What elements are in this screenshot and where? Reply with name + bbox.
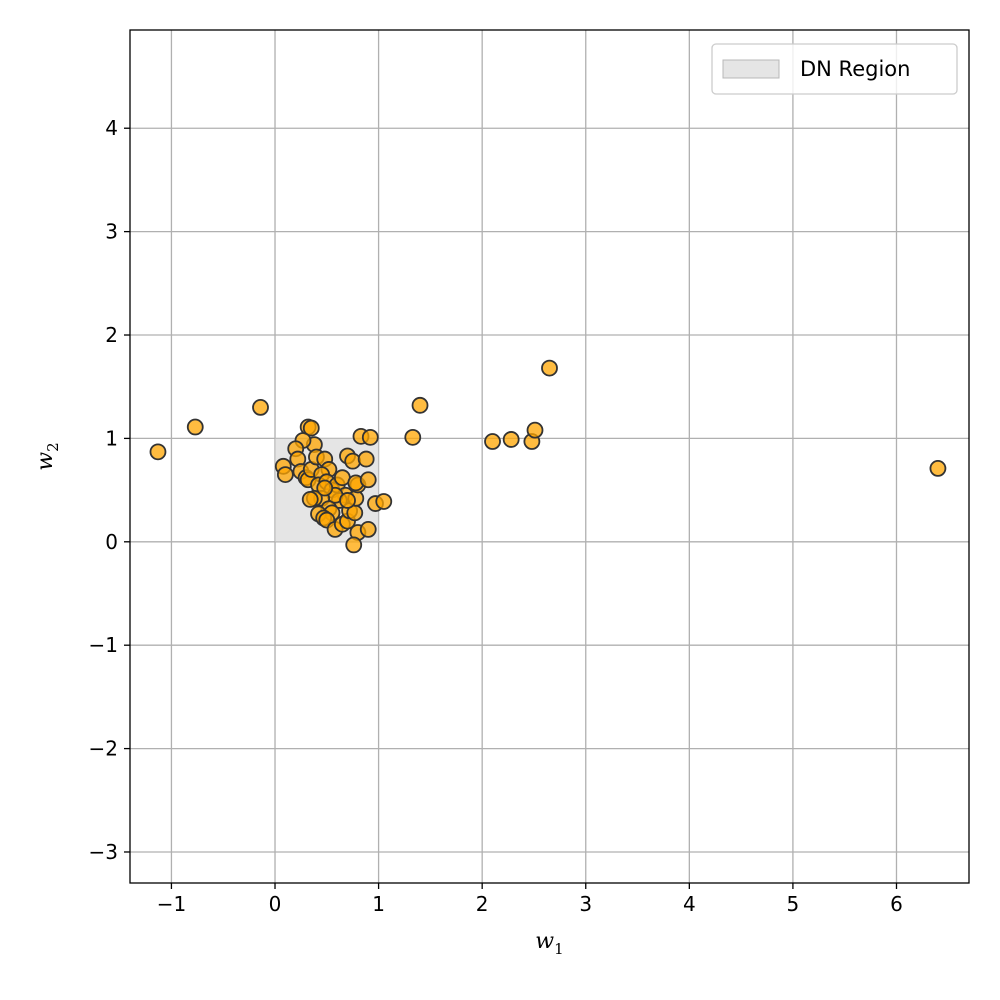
x-tick-label: −1 bbox=[157, 892, 186, 916]
data-point bbox=[346, 537, 361, 552]
legend-label-dn-region: DN Region bbox=[800, 57, 910, 81]
data-point bbox=[150, 444, 165, 459]
y-axis-label-main: w bbox=[33, 452, 58, 471]
y-tick-label: −2 bbox=[89, 737, 118, 761]
data-point bbox=[188, 420, 203, 435]
y-tick-label: 0 bbox=[105, 530, 118, 554]
data-point bbox=[504, 432, 519, 447]
data-point bbox=[317, 481, 332, 496]
x-tick-label: 4 bbox=[683, 892, 696, 916]
data-point bbox=[345, 454, 360, 469]
data-point bbox=[361, 472, 376, 487]
data-point bbox=[527, 423, 542, 438]
data-point bbox=[361, 522, 376, 537]
data-point bbox=[340, 493, 355, 508]
y-tick-label: 1 bbox=[105, 426, 118, 450]
data-point bbox=[253, 400, 268, 415]
y-tick-label: 2 bbox=[105, 323, 118, 347]
y-tick-label: 3 bbox=[105, 220, 118, 244]
y-tick-label: −1 bbox=[89, 633, 118, 657]
x-tick-label: 2 bbox=[476, 892, 489, 916]
legend-swatch-dn-region bbox=[723, 60, 779, 78]
x-axis-label-subscript: 1 bbox=[554, 940, 564, 958]
x-tick-label: 0 bbox=[269, 892, 282, 916]
data-point bbox=[278, 467, 293, 482]
y-tick-label: 4 bbox=[105, 116, 118, 140]
x-tick-label: 6 bbox=[890, 892, 903, 916]
data-point bbox=[405, 430, 420, 445]
data-point bbox=[413, 398, 428, 413]
data-point bbox=[542, 361, 557, 376]
y-tick-label: −3 bbox=[89, 840, 118, 864]
data-point bbox=[303, 492, 318, 507]
legend: DN Region bbox=[712, 44, 957, 94]
data-point bbox=[376, 494, 391, 509]
data-point bbox=[359, 452, 374, 467]
data-point bbox=[930, 461, 945, 476]
x-tick-label: 3 bbox=[579, 892, 592, 916]
data-point bbox=[363, 430, 378, 445]
x-axis-label-main: w bbox=[535, 929, 554, 954]
x-tick-label: 1 bbox=[372, 892, 385, 916]
y-axis-label-subscript: 2 bbox=[44, 442, 62, 452]
x-tick-label: 5 bbox=[787, 892, 800, 916]
data-point bbox=[485, 434, 500, 449]
